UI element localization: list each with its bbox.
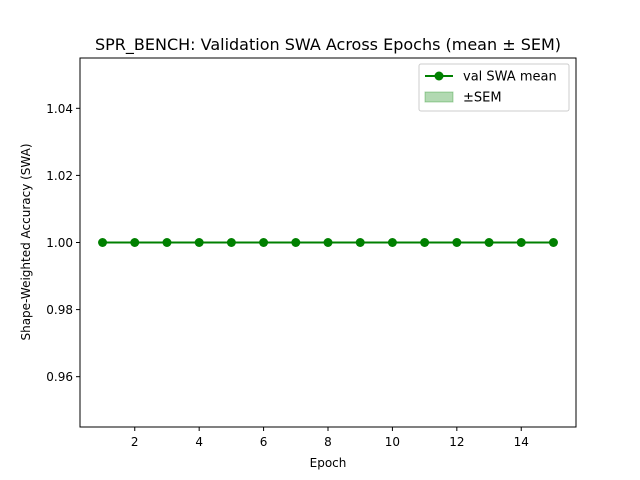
data-point (516, 238, 526, 247)
data-point (420, 238, 430, 247)
data-point (162, 238, 172, 247)
plot-layer (98, 238, 558, 247)
legend-box (418, 63, 570, 112)
data-point (291, 238, 301, 247)
data-point (387, 238, 397, 247)
x-tick-label: 12 (449, 435, 464, 449)
y-tick-label: 0.96 (46, 370, 73, 384)
data-point (259, 238, 269, 247)
x-tick-label: 8 (324, 435, 332, 449)
data-point (548, 238, 558, 247)
y-axis-ticks: 0.96 0.98 1.00 1.02 1.04 (46, 102, 80, 384)
x-tick-label: 6 (260, 435, 268, 449)
y-tick-label: 0.98 (46, 303, 73, 317)
data-point (98, 238, 108, 247)
y-tick-label: 1.04 (46, 102, 73, 116)
x-tick-label: 14 (514, 435, 529, 449)
x-tick-label: 10 (385, 435, 400, 449)
data-point (226, 238, 236, 247)
y-tick-label: 1.02 (46, 169, 73, 183)
x-tick-label: 4 (195, 435, 203, 449)
legend-label-mean: val SWA mean (463, 70, 557, 85)
data-point (130, 238, 140, 247)
data-point (355, 238, 365, 247)
chart-title: SPR_BENCH: Validation SWA Across Epochs … (95, 35, 561, 55)
data-point (484, 238, 494, 247)
data-point (452, 238, 462, 247)
data-point (323, 238, 333, 247)
data-point (194, 238, 204, 247)
legend-label-sem: ±SEM (463, 91, 502, 106)
legend: val SWA mean ±SEM (418, 63, 570, 112)
y-axis-label: Shape-Weighted Accuracy (SWA) (19, 143, 33, 340)
y-tick-label: 1.00 (46, 236, 73, 250)
x-axis-label: Epoch (310, 456, 347, 470)
legend-marker-swatch (434, 71, 444, 81)
legend-fill-swatch (424, 91, 454, 103)
x-tick-label: 2 (131, 435, 139, 449)
x-axis-ticks: 2 4 6 8 10 12 14 (131, 427, 529, 449)
